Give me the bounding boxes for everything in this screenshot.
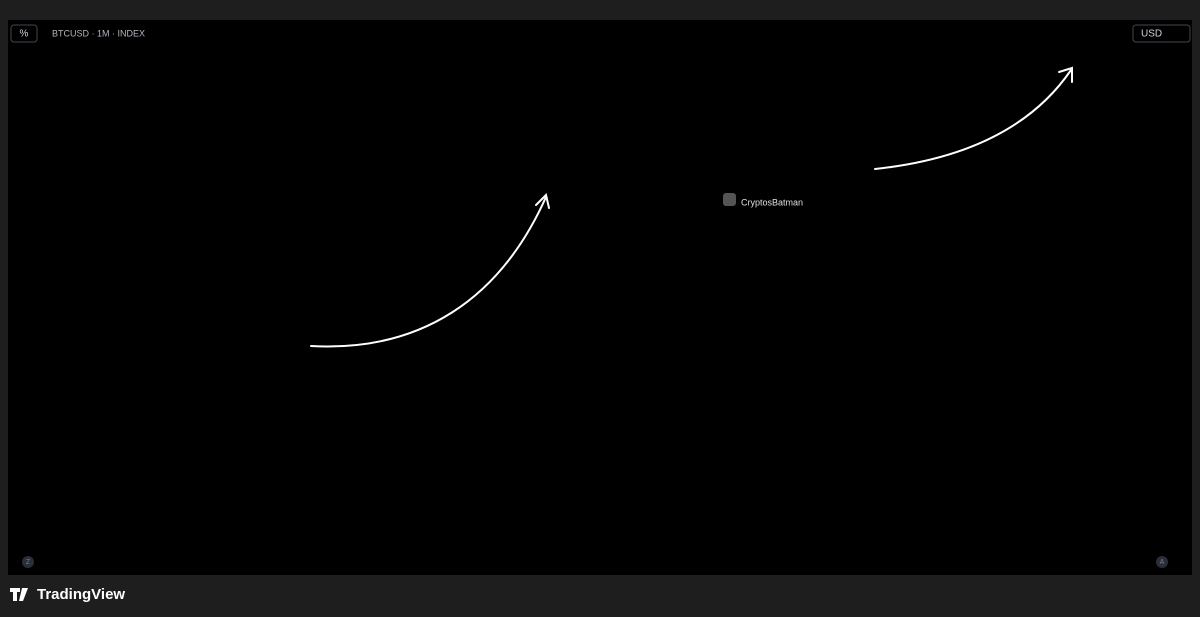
brand-logo: TradingView: [10, 586, 125, 603]
watermark: CryptosBatman: [741, 197, 803, 207]
y2-unit: USD: [1141, 29, 1162, 40]
watermark-icon: [723, 193, 736, 206]
arrow: [874, 69, 1072, 170]
drawn-arrows: [310, 66, 1073, 348]
arrow-head: [1058, 66, 1073, 83]
chart-background: [8, 20, 1192, 575]
labels-layer: % BTCUSD · 1M · INDEX USD Z A CryptosBat…: [10, 24, 1191, 603]
zoom-button[interactable]: [22, 556, 34, 568]
currency-button[interactable]: [1132, 24, 1191, 43]
zoom-label: Z: [26, 559, 31, 566]
y-unit: %: [20, 29, 29, 40]
auto-scale-button[interactable]: [1156, 556, 1168, 568]
arrow-head: [535, 193, 550, 209]
auto-scale-label: A: [1160, 559, 1165, 566]
arrow: [310, 196, 547, 348]
unit-button[interactable]: [10, 24, 38, 43]
chart-title: BTCUSD · 1M · INDEX: [52, 28, 145, 38]
brand-icon: [10, 588, 28, 601]
brand-name: TradingView: [37, 586, 125, 603]
